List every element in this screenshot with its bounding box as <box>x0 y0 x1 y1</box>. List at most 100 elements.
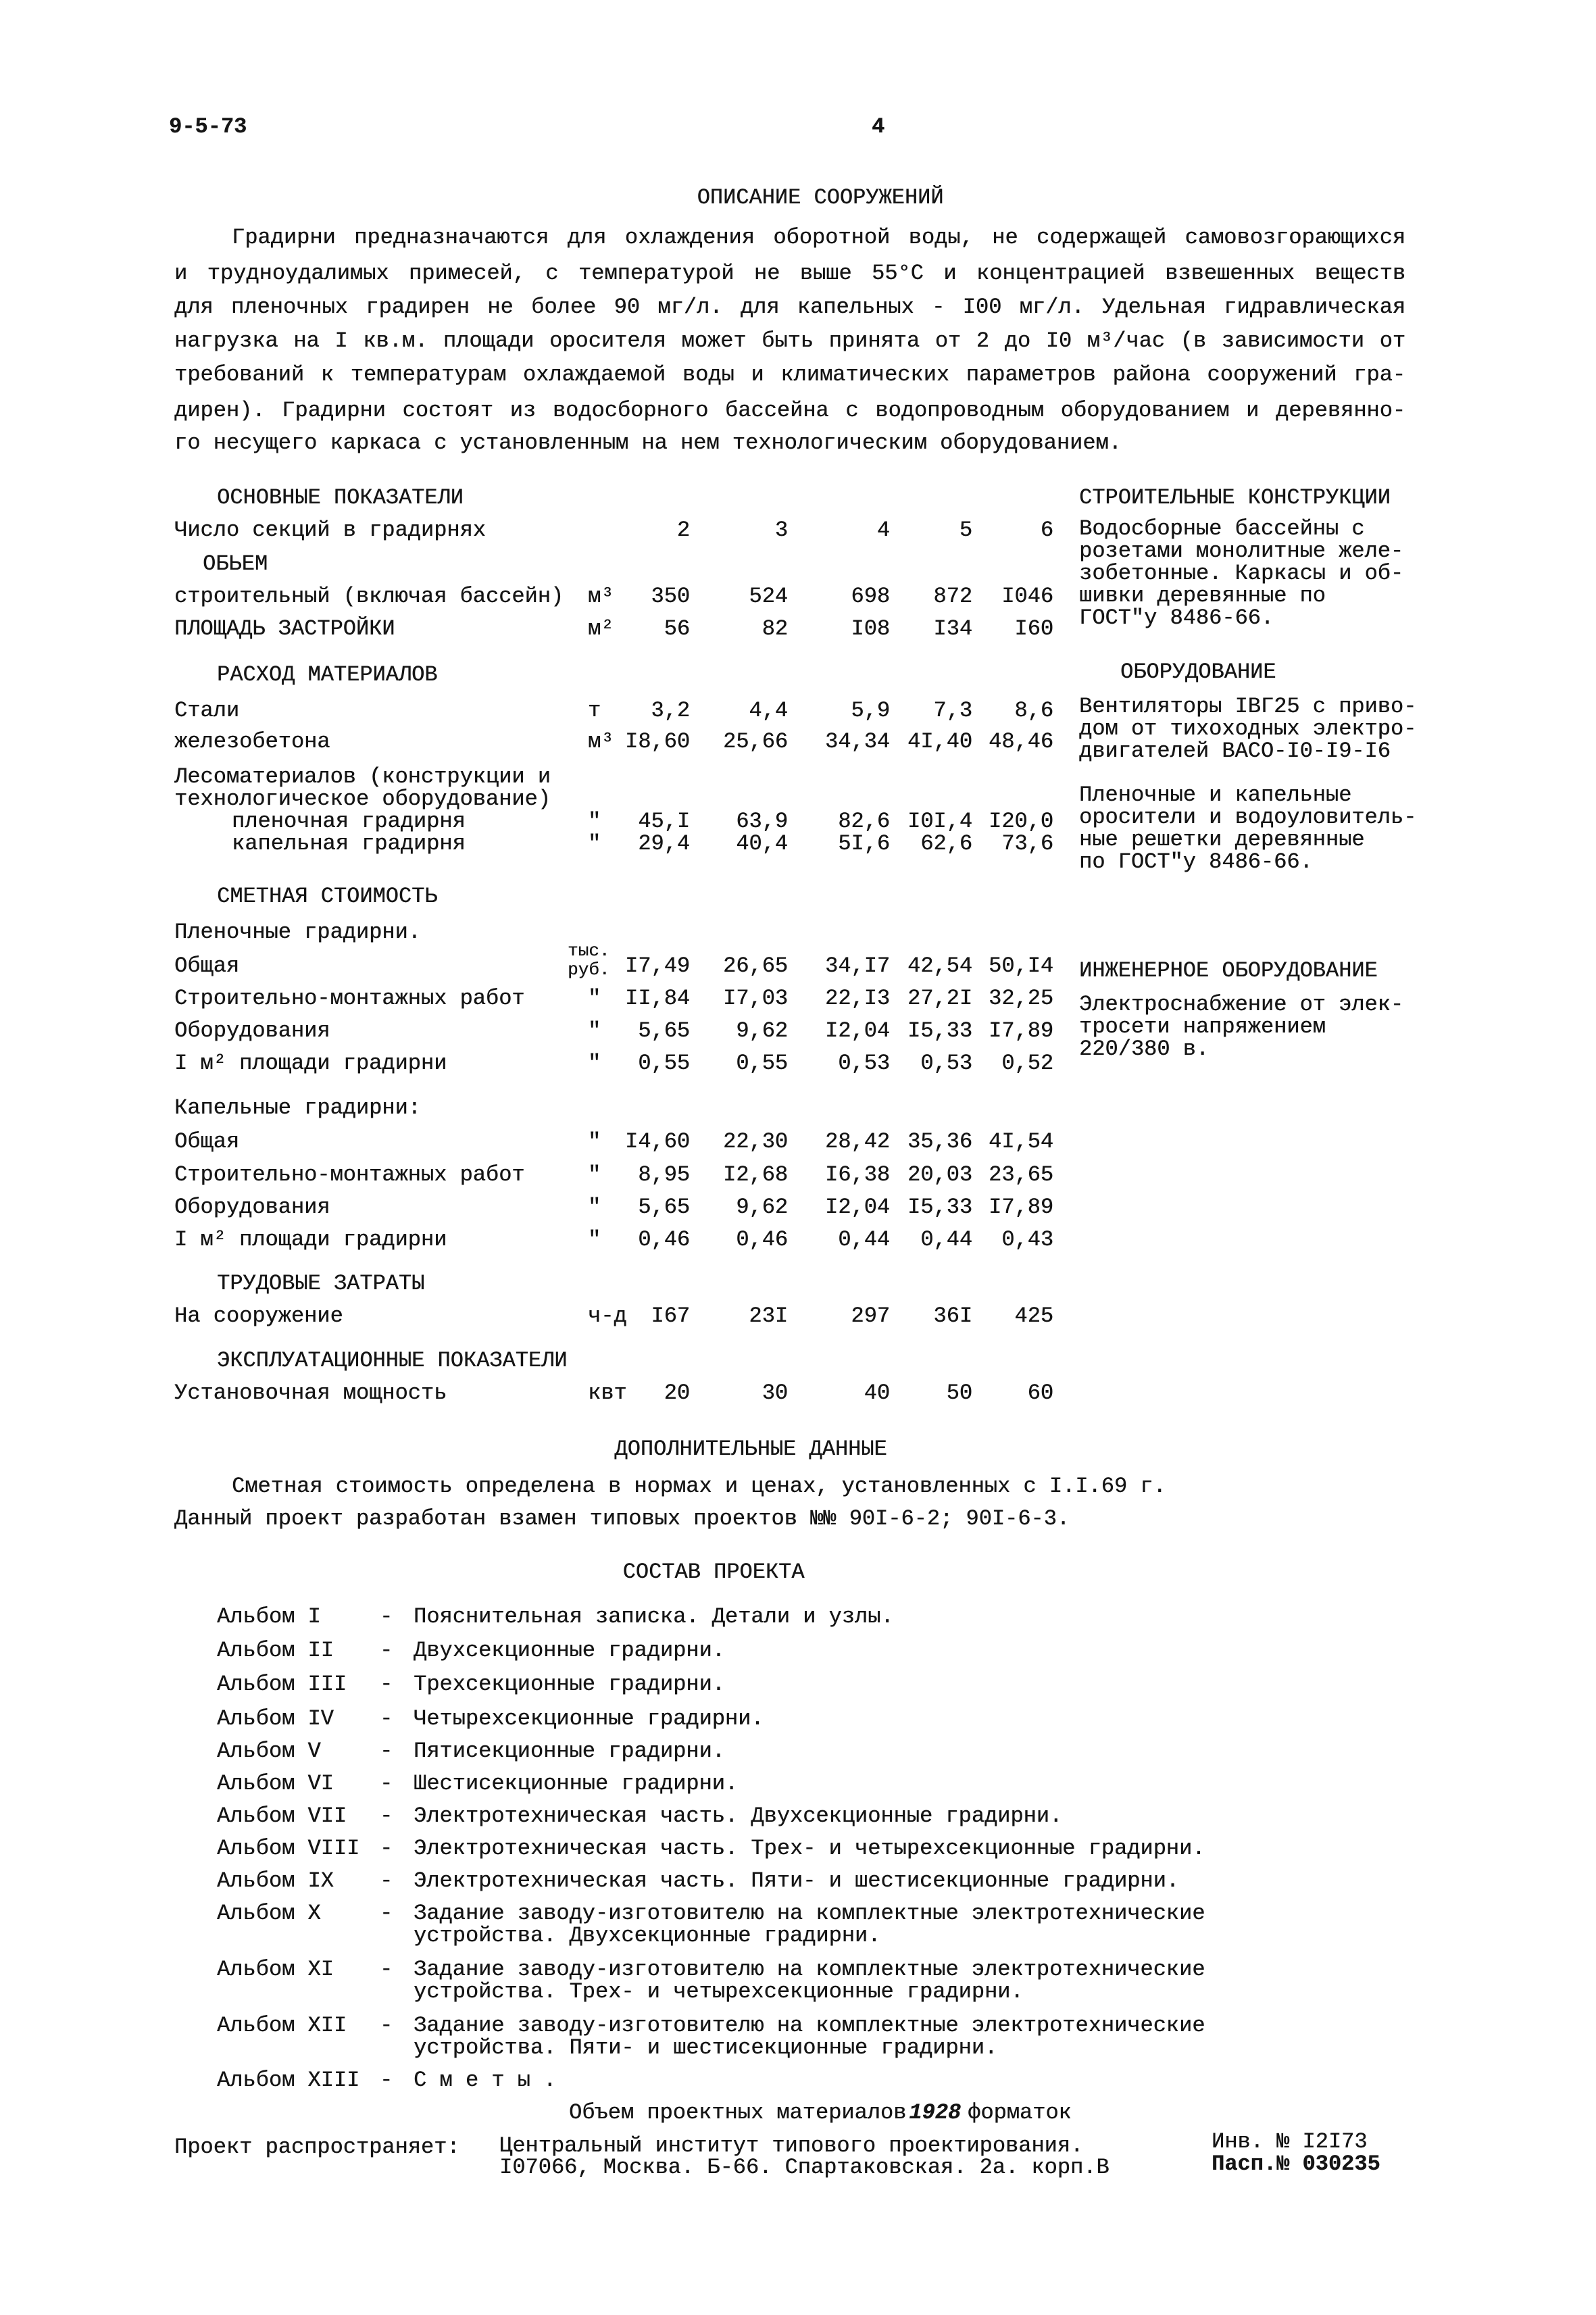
row-unit: м² <box>588 616 614 641</box>
document-code: 9-5-73 <box>169 114 247 139</box>
row-value: 0,53 <box>920 1051 972 1076</box>
album-dash: - <box>380 1672 393 1697</box>
row-value: I0I,4 <box>907 809 972 834</box>
album-title: Двухсекционные градирни. <box>414 1638 725 1663</box>
row-value: 4I,54 <box>988 1129 1053 1154</box>
album-title: Задание заводу-изготовителю на комплектн… <box>414 1957 1205 1982</box>
row-unit: " <box>588 1129 601 1154</box>
album-label: Альбом I <box>217 1604 321 1629</box>
volume-count: 1928 <box>909 2100 962 2125</box>
page-number: 4 <box>872 114 885 139</box>
row-unit: квт <box>588 1380 627 1405</box>
row-value: I2,04 <box>824 1195 890 1220</box>
passport-number: Пасп.№ 030235 <box>1212 2151 1380 2176</box>
album-label: Альбом V <box>217 1739 321 1764</box>
section-heading-operation: ЭКСПЛУАТАЦИОННЫЕ ПОКАЗАТЕЛИ <box>217 1348 568 1373</box>
row-unit: т <box>588 698 601 723</box>
row-label: ПЛОЩАДЬ ЗАСТРОЙКИ <box>174 616 395 641</box>
row-value: 40,4 <box>736 831 788 856</box>
volume-label: Объем проектных материалов <box>569 2100 907 2125</box>
row-value: 5,65 <box>638 1018 690 1043</box>
album-title: Пояснительная записка. Детали и узлы. <box>414 1604 894 1629</box>
album-label: Альбом X <box>217 1901 321 1926</box>
equipment-text: Пленочные и капельные <box>1079 782 1352 807</box>
row-value: I7,49 <box>624 953 690 978</box>
row-value: 22,30 <box>722 1129 788 1154</box>
additional-heading: ДОПОЛНИТЕЛЬНЫЕ ДАННЫЕ <box>614 1437 887 1462</box>
structures-text: Водосборные бассейны с <box>1079 516 1365 541</box>
row-value: 7,3 <box>933 698 972 723</box>
project-volume: Объем проектных материалов 1928 форматок <box>569 2102 1072 2124</box>
album-dash: - <box>380 2068 393 2093</box>
row-value: 4,4 <box>749 698 788 723</box>
section-count: 3 <box>774 518 788 543</box>
equipment-text: оросители и водоуловитель- <box>1079 805 1417 830</box>
row-value: I08 <box>851 616 890 641</box>
row-value: 0,46 <box>736 1227 788 1252</box>
row-value: I20,0 <box>988 809 1053 834</box>
row-value: 0,52 <box>1001 1051 1053 1076</box>
row-value: 48,46 <box>988 729 1053 754</box>
engineering-text: тросети напряжением <box>1079 1014 1326 1039</box>
row-value: 5,9 <box>851 698 890 723</box>
unit-label: руб. <box>568 960 610 980</box>
album-dash: - <box>380 1901 393 1926</box>
row-unit: " <box>588 1195 601 1220</box>
row-value: I5,33 <box>907 1195 972 1220</box>
row-value: 28,42 <box>824 1129 890 1154</box>
album-dash: - <box>380 1868 393 1893</box>
row-value: 425 <box>1014 1303 1053 1328</box>
album-title: устройства. Двухсекционные градирни. <box>414 1923 881 1948</box>
equipment-text: двигателей ВАСО-I0-I9-I6 <box>1079 739 1391 764</box>
album-title: устройства. Пяти- и шестисекционные град… <box>414 2035 998 2060</box>
section-heading-cost: СМЕТНАЯ СТОИМОСТЬ <box>217 884 438 909</box>
row-value: 350 <box>651 584 690 609</box>
album-title: Электротехническая часть. Пяти- и шестис… <box>414 1868 1179 1893</box>
intro-line: нагрузка на I кв.м. площади оросителя мо… <box>174 328 1405 353</box>
row-value: 25,66 <box>722 729 788 754</box>
row-label: Общая <box>174 1129 240 1154</box>
row-value: 82,6 <box>838 809 890 834</box>
album-label: Альбом VI <box>217 1771 334 1796</box>
row-value: I34 <box>933 616 972 641</box>
row-value: 0,46 <box>638 1227 690 1252</box>
section-heading-labor: ТРУДОВЫЕ ЗАТРАТЫ <box>217 1271 425 1296</box>
row-value: 9,62 <box>736 1195 788 1220</box>
row-value: 45,I <box>638 809 690 834</box>
album-label: Альбом XII <box>217 2013 347 2038</box>
structures-text: ГОСТ"у 8486-66. <box>1079 605 1274 630</box>
distributor-label: Проект распространяет: <box>174 2135 460 2160</box>
row-label: Строительно-монтажных работ <box>174 1162 525 1187</box>
row-value: 62,6 <box>920 831 972 856</box>
row-value: 34,34 <box>824 729 890 754</box>
album-title: Задание заводу-изготовителю на комплектн… <box>414 2013 1205 2038</box>
album-label: Альбом XIII <box>217 2068 360 2093</box>
album-title: устройства. Трех- и четырехсекционные гр… <box>414 1979 1024 2004</box>
structures-text: розетами монолитные желе- <box>1079 539 1404 564</box>
row-value: 5,65 <box>638 1195 690 1220</box>
row-value: 22,I3 <box>824 986 890 1011</box>
row-unit: " <box>588 831 601 856</box>
album-title: С м е т ы . <box>414 2068 557 2093</box>
volume-unit: форматок <box>968 2100 1072 2125</box>
section-count: 5 <box>959 518 972 543</box>
row-value: I2,04 <box>824 1018 890 1043</box>
composition-heading: СОСТАВ ПРОЕКТА <box>622 1560 805 1585</box>
row-value: I67 <box>651 1303 690 1328</box>
album-dash: - <box>380 1957 393 1982</box>
album-title: Трехсекционные градирни. <box>414 1672 725 1697</box>
inventory-number: Инв. № I2I73 <box>1212 2129 1368 2154</box>
distributor-address: I07066, Москва. Б-66. Спартаковская. 2а.… <box>499 2155 1109 2180</box>
row-value: 35,36 <box>907 1129 972 1154</box>
row-unit: " <box>588 986 601 1011</box>
row-value: 50,I4 <box>988 953 1053 978</box>
album-dash: - <box>380 1836 393 1861</box>
row-unit: м³ <box>588 584 614 609</box>
row-value: 36I <box>933 1303 972 1328</box>
album-label: Альбом III <box>217 1672 347 1697</box>
row-label: I м² площади градирни <box>174 1051 447 1076</box>
row-value: 40 <box>864 1380 890 1405</box>
row-unit: " <box>588 809 601 834</box>
equipment-text: Вентиляторы IВГ25 с приво- <box>1079 694 1417 719</box>
row-value: 8,95 <box>638 1162 690 1187</box>
